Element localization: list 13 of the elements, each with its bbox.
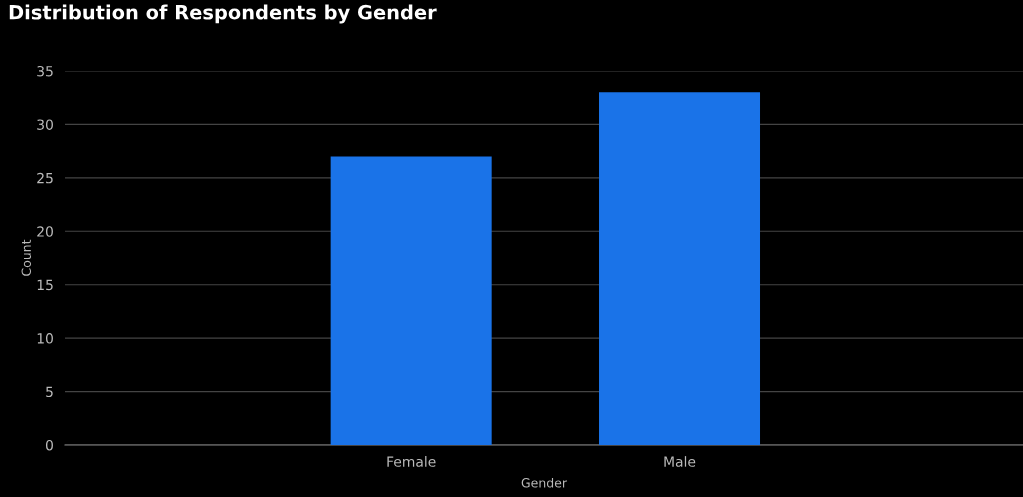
y-tick-label: 35 xyxy=(37,65,53,77)
y-tick-label: 30 xyxy=(37,119,53,130)
y-tick-label: 10 xyxy=(37,333,53,344)
y-tick-label: 15 xyxy=(37,279,53,291)
y-tick-label: 20 xyxy=(37,226,53,237)
chart-title: Distribution of Respondents by Gender xyxy=(9,4,437,24)
y-tick-label: 25 xyxy=(37,172,53,184)
x-tick-label: Female xyxy=(387,456,436,467)
y-tick-label: 0 xyxy=(45,439,53,451)
y-tick-label: 5 xyxy=(46,386,53,398)
y-axis-title: Count xyxy=(21,239,32,276)
x-axis-title: Gender xyxy=(521,477,568,488)
x-tick-label: Male xyxy=(664,456,696,467)
